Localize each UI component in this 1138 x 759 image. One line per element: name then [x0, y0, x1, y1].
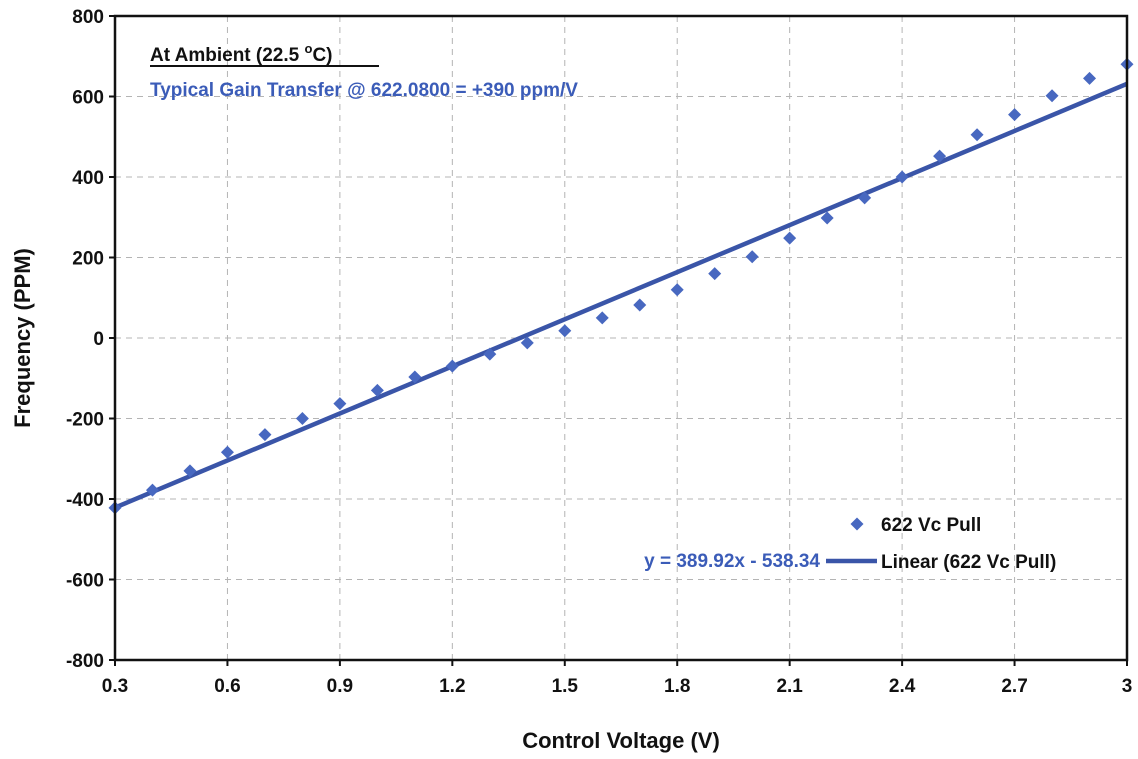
legend-label-scatter: 622 Vc Pull [881, 515, 981, 536]
data-point [820, 211, 834, 225]
x-tick-label: 3 [1122, 676, 1133, 697]
y-tick-label: -200 [66, 410, 104, 431]
data-point [783, 231, 797, 245]
x-tick-label: 0.3 [102, 676, 128, 697]
data-point [295, 412, 309, 425]
data-point [745, 250, 759, 264]
grid [115, 16, 1127, 660]
y-tick-label: 200 [72, 249, 104, 270]
data-point [670, 283, 684, 297]
y-tick-label: 800 [72, 7, 104, 28]
data-point [595, 311, 609, 325]
data-point [558, 324, 572, 338]
data-point [408, 370, 422, 384]
data-point [145, 483, 159, 497]
y-tick-label: 600 [72, 88, 104, 109]
x-tick-label: 1.2 [439, 676, 465, 697]
degree-superscript: o [305, 41, 313, 56]
data-point [520, 336, 534, 350]
data-point [1008, 108, 1022, 122]
x-axis-ticks: 0.3 0.6 0.9 1.2 1.5 1.8 2.1 2.4 2.7 3 [102, 660, 1133, 697]
data-point [370, 383, 384, 397]
data-point [933, 149, 947, 163]
trendline [114, 81, 1128, 510]
y-tick-label: -400 [66, 490, 104, 511]
x-tick-label: 0.6 [214, 676, 240, 697]
data-point [633, 298, 647, 312]
data-point [183, 464, 197, 478]
data-point [708, 267, 722, 281]
legend-label-line: Linear (622 Vc Pull) [881, 552, 1056, 573]
data-point [220, 445, 234, 459]
x-tick-label: 2.4 [889, 676, 916, 697]
y-tick-label: -600 [66, 571, 104, 592]
x-tick-label: 1.8 [664, 676, 690, 697]
ambient-unit: C) [312, 45, 332, 66]
ambient-annotation: At Ambient (22.5 oC) [150, 41, 379, 67]
x-axis-title: Control Voltage (V) [522, 728, 720, 753]
legend: 622 Vc Pull Linear (622 Vc Pull) [826, 515, 1056, 573]
data-point [445, 359, 459, 373]
y-axis-ticks: 800 600 400 200 0 -200 -400 -600 -800 [66, 7, 115, 672]
data-point [333, 397, 347, 411]
y-tick-label: 400 [72, 168, 104, 189]
x-tick-label: 0.9 [327, 676, 353, 697]
data-point [483, 347, 497, 361]
trendline-equation: y = 389.92x - 538.34 [644, 551, 820, 572]
x-tick-label: 1.5 [552, 676, 579, 697]
data-point [1045, 89, 1059, 103]
gain-transfer-annotation: Typical Gain Transfer @ 622.0800 = +390 … [150, 80, 578, 101]
data-point [258, 428, 272, 442]
y-axis-title: Frequency (PPM) [10, 248, 35, 428]
y-tick-label: -800 [66, 651, 104, 672]
data-points [108, 57, 1134, 515]
data-point [895, 170, 909, 184]
legend-marker-scatter [850, 517, 864, 531]
data-point [1083, 71, 1097, 85]
data-point [970, 128, 984, 142]
data-point [858, 191, 872, 205]
x-tick-label: 2.7 [1001, 676, 1027, 697]
svg-text:At Ambient (22.5 oC): At Ambient (22.5 oC) [150, 41, 333, 66]
ambient-text: At Ambient (22.5 [150, 45, 305, 66]
trendline-layer [114, 81, 1128, 510]
x-tick-label: 2.1 [776, 676, 803, 697]
y-tick-label: 0 [93, 329, 104, 350]
